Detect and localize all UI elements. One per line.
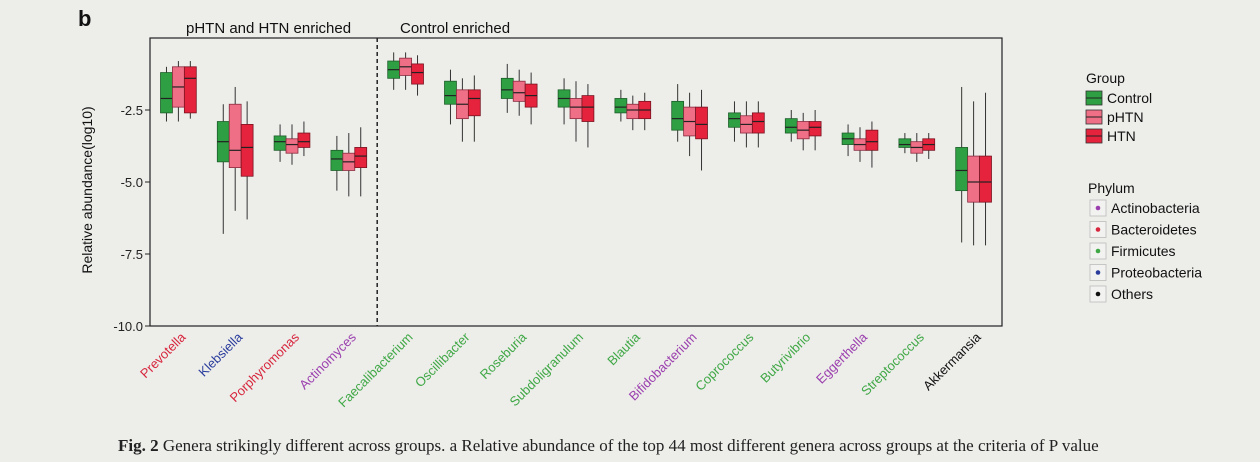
genus-boxes	[330, 127, 368, 197]
x-tick-label: Roseburia	[477, 329, 530, 382]
box-htn	[297, 132, 311, 148]
genus-boxes	[898, 133, 936, 162]
boxplot-chart: pHTN and HTN enriched Control enriched R…	[79, 20, 1202, 410]
legend-phylum-dot	[1095, 205, 1101, 211]
y-tick-label: -5.0	[121, 175, 143, 190]
legend-phylum-label: Others	[1111, 286, 1153, 302]
legend-phylum-dot	[1095, 248, 1101, 254]
genus-boxes	[955, 86, 992, 246]
box-phtn	[967, 155, 980, 203]
box-control	[500, 77, 514, 99]
box-phtn	[228, 103, 242, 168]
x-tick-label: Actinomyces	[296, 329, 359, 392]
x-tick-label: Oscillibacter	[412, 329, 473, 390]
box-control	[728, 112, 741, 128]
x-tick-label: Akkermansia	[920, 329, 984, 393]
section-label-left: pHTN and HTN enriched	[186, 20, 351, 37]
genus-boxes	[728, 101, 765, 148]
legend-phylum-label: Actinobacteria	[1111, 200, 1200, 216]
legend-group-label: HTN	[1107, 128, 1136, 144]
legend-phylum-dot	[1095, 227, 1101, 232]
section-label-right: Control enriched	[400, 20, 510, 37]
y-tick-label: -7.5	[121, 247, 143, 262]
box-control	[444, 80, 457, 105]
y-tick-label: -2.5	[121, 103, 143, 118]
legend-phylum-dot	[1095, 291, 1101, 297]
caption-text: Genera strikingly different across group…	[162, 436, 1099, 455]
y-tick-label: -10.0	[113, 319, 143, 334]
legend-group-label: pHTN	[1107, 109, 1144, 125]
x-tick-label: Coprococcus	[692, 329, 757, 394]
box-htn	[808, 121, 822, 137]
box-htn	[695, 106, 708, 140]
genus-boxes	[671, 84, 708, 171]
genus-boxes	[216, 86, 254, 234]
genus-boxes	[500, 63, 538, 125]
genus-boxes	[444, 69, 481, 142]
box-htn	[979, 155, 992, 203]
genus-boxes	[784, 110, 822, 151]
genus-boxes	[273, 121, 311, 165]
box-phtn	[285, 138, 299, 154]
box-control	[330, 149, 344, 171]
box-control	[614, 98, 628, 114]
genus-boxes	[160, 61, 197, 122]
box-control	[955, 147, 969, 192]
genus-boxes	[614, 89, 652, 131]
genus-boxes	[387, 52, 424, 96]
box-htn	[467, 89, 481, 117]
box-control	[160, 72, 173, 114]
y-axis-label: Relative abundance(log10)	[79, 106, 95, 273]
legend-group-title: Group	[1086, 70, 1125, 86]
legend-phylum-label: Proteobacteria	[1111, 265, 1202, 281]
box-htn	[751, 112, 765, 134]
genus-boxes	[557, 78, 595, 148]
box-htn	[581, 95, 595, 122]
box-htn	[240, 124, 254, 177]
box-control	[784, 118, 798, 134]
box-htn	[183, 66, 197, 114]
box-htn	[411, 63, 424, 85]
box-phtn	[626, 103, 640, 120]
legend-phylum-label: Firmicutes	[1111, 243, 1176, 259]
box-phtn	[569, 98, 583, 120]
box-phtn	[512, 80, 526, 102]
box-control	[273, 135, 287, 151]
panel-label: b	[78, 6, 92, 31]
x-tick-label: Blautia	[604, 329, 643, 368]
box-control	[898, 138, 912, 148]
box-htn	[354, 147, 368, 169]
figure-caption: Fig. 2 Genera strikingly different acros…	[118, 436, 1099, 455]
box-control	[671, 100, 685, 131]
genus-boxes	[841, 121, 879, 168]
box-htn	[865, 129, 879, 151]
x-tick-label: Prevotella	[137, 329, 189, 381]
x-tick-label: Butyrivibrio	[757, 330, 813, 386]
legend-group-label: Control	[1107, 90, 1152, 106]
legend-phylum-title: Phylum	[1088, 180, 1135, 196]
legend-phylum-label: Bacteroidetes	[1111, 222, 1197, 238]
x-tick-label: Klebsiella	[195, 329, 245, 379]
legend-phylum-dot	[1095, 270, 1101, 275]
x-tick-label: Eggerthella	[813, 329, 871, 387]
